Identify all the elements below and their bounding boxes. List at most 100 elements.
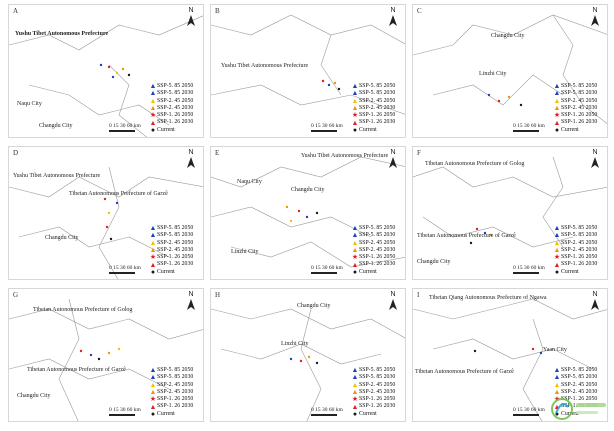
map-panel-b: B N Yushu Tibet Autonomous Prefecture ▲ SSP-…	[210, 4, 406, 138]
legend-item: ▲ SSP-2. 45 2050	[553, 238, 598, 247]
legend-item: ● Current	[553, 268, 597, 276]
legend-item: ▲ SSP-2. 45 2030	[553, 104, 598, 113]
place-label: Tibetan Qiang Autonomous Prefecture of N…	[429, 295, 547, 301]
north-label: N	[592, 7, 598, 14]
legend-label: SSP-5. 85 2030	[359, 232, 396, 239]
occurrence-point	[475, 227, 479, 231]
legend-item: ▲ SSP-5. 85 2050	[553, 225, 598, 232]
legend-item: ▲ SSP-2. 45 2050	[149, 239, 194, 247]
legend-symbol-icon: ▲	[553, 373, 561, 382]
legend-symbol-icon: ▲	[553, 238, 561, 247]
boundary-line	[300, 308, 322, 421]
legend-item: ★ SSP-1. 26 2050	[149, 112, 193, 119]
boundary-line	[432, 74, 564, 106]
map-panel-e: E N Yushu Tibet Autonomous Prefecture Naqu …	[210, 146, 406, 280]
place-label: Changdu City	[39, 123, 73, 129]
map-legend: ▲ SSP-5. 85 2050 ▲ SSP-5. 85 2030 ▲ SSP-2. 45…	[351, 225, 396, 276]
scale-unit: 60 km	[327, 265, 343, 271]
legend-label: SSP-5. 85 2030	[561, 90, 598, 97]
legend-symbol-icon: ▲	[351, 380, 359, 389]
place-label: Tibetan Autonomous Prefecture of Garzê	[69, 191, 168, 197]
legend-symbol-icon: ●	[150, 409, 156, 418]
occurrence-point	[489, 233, 493, 237]
legend-symbol-icon: ▲	[149, 380, 157, 389]
place-label: Changdu City	[417, 259, 451, 265]
north-label: N	[390, 149, 396, 156]
north-label: N	[592, 149, 598, 156]
occurrence-point	[507, 95, 511, 99]
place-label: Linzhi City	[281, 341, 309, 347]
legend-label: SSP-5. 85 2050	[359, 225, 396, 231]
legend-symbol-icon: ▲	[553, 246, 561, 255]
legend-label: SSP-2. 45 2050	[157, 239, 194, 246]
boundary-line	[432, 338, 594, 370]
legend-item: ▲ SSP-2. 45 2030	[553, 246, 598, 255]
legend-symbol-icon: ▲	[553, 380, 561, 389]
scale-bar: 0 15 30 60 km	[311, 407, 343, 416]
north-arrow-icon: N	[185, 291, 197, 311]
boundary-line	[230, 241, 405, 268]
legend-item: ▲SSP-1. 26 2030	[351, 261, 396, 268]
legend-item: ▲ SSP-5. 85 2030	[553, 90, 598, 97]
scale-unit: 60 km	[125, 265, 141, 271]
legend-item: ▲SSP-1. 26 2030	[553, 261, 598, 268]
legend-label: SSP-2. 45 2050	[561, 97, 598, 104]
legend-item: ▲ SSP-5. 85 2030	[351, 374, 396, 381]
legend-item: ▲ SSP-5. 85 2030	[553, 232, 598, 239]
legend-item: ★ SSP-1. 26 2050	[351, 112, 395, 119]
legend-symbol-icon: ▲	[553, 104, 561, 113]
scale-ticks: 0 15 30	[109, 407, 126, 413]
occurrence-point	[497, 99, 501, 103]
legend-label: SSP-2. 45 2030	[359, 246, 396, 253]
legend-label: SSP-2. 45 2050	[157, 381, 194, 388]
place-label: Tibetan Autonomous Prefecture of Garzê	[27, 367, 126, 373]
legend-symbol-icon: ▲	[351, 388, 359, 397]
legend-label: SSP-1. 26 2050	[561, 254, 598, 261]
legend-symbol-icon: ★	[553, 111, 561, 120]
boundary-line	[18, 226, 170, 258]
legend-item: ▲ SSP-2. 45 2050	[351, 239, 396, 247]
legend-symbol-icon: ▲	[351, 366, 359, 375]
legend-item: ▲ SSP-5. 85 2030	[351, 232, 396, 239]
boundary-line	[211, 14, 405, 45]
legend-label: SSP-1. 26 2030	[561, 261, 598, 268]
legend-label: Current	[359, 126, 377, 133]
legend-item: ▲ SSP-5. 85 2050	[553, 367, 598, 374]
legend-item: ▲ SSP-5. 85 2050	[351, 83, 396, 90]
occurrence-point	[315, 361, 319, 365]
legend-symbol-icon: ▲	[149, 224, 157, 233]
scale-unit: 60 km	[125, 407, 141, 413]
boundary-line	[413, 166, 607, 198]
legend-item: ● Current	[149, 268, 193, 276]
legend-item: ● Current	[553, 126, 597, 134]
legend-symbol-icon: ★	[149, 111, 157, 120]
legend-label: Current	[157, 410, 175, 417]
boundary-line	[28, 84, 170, 126]
legend-label: SSP-5. 85 2030	[561, 374, 598, 381]
boundary-line	[211, 206, 372, 238]
legend-label: SSP-1. 26 2050	[157, 254, 194, 261]
occurrence-point	[333, 81, 337, 85]
occurrence-point	[115, 71, 119, 75]
north-arrow-icon: N	[387, 149, 399, 169]
place-label: Changdu City	[45, 235, 79, 241]
legend-item: ▲ SSP-5. 85 2030	[149, 374, 194, 381]
north-arrow-icon: N	[387, 7, 399, 27]
scale-bar-graphic	[513, 272, 539, 274]
legend-symbol-icon: ▲	[553, 388, 561, 397]
legend-item: ● Current	[149, 409, 193, 418]
legend-label: Current	[359, 410, 377, 417]
legend-label: SSP-1. 26 2030	[157, 261, 194, 268]
north-label: N	[390, 7, 396, 14]
map-panel-d: D N Yushu Tibet Autonomous Prefecture Tibet…	[8, 146, 204, 280]
map-legend: ▲ SSP-5. 85 2050 ▲ SSP-5. 85 2030 ▲ SSP-2. 45…	[149, 224, 194, 276]
legend-symbol-icon: ●	[352, 125, 358, 134]
legend-label: SSP-1. 26 2050	[359, 254, 396, 261]
legend-symbol-icon: ●	[150, 125, 156, 134]
scale-bar: 0 15 30 60 km	[109, 123, 141, 132]
legend-label: SSP-5. 85 2030	[359, 90, 396, 97]
map-legend: ▲ SSP-5. 85 2050 ▲ SSP-5. 85 2030 ▲ SSP-2. 45…	[553, 83, 598, 134]
north-label: N	[390, 291, 396, 298]
boundary-line	[211, 308, 405, 339]
occurrence-point	[111, 75, 115, 79]
